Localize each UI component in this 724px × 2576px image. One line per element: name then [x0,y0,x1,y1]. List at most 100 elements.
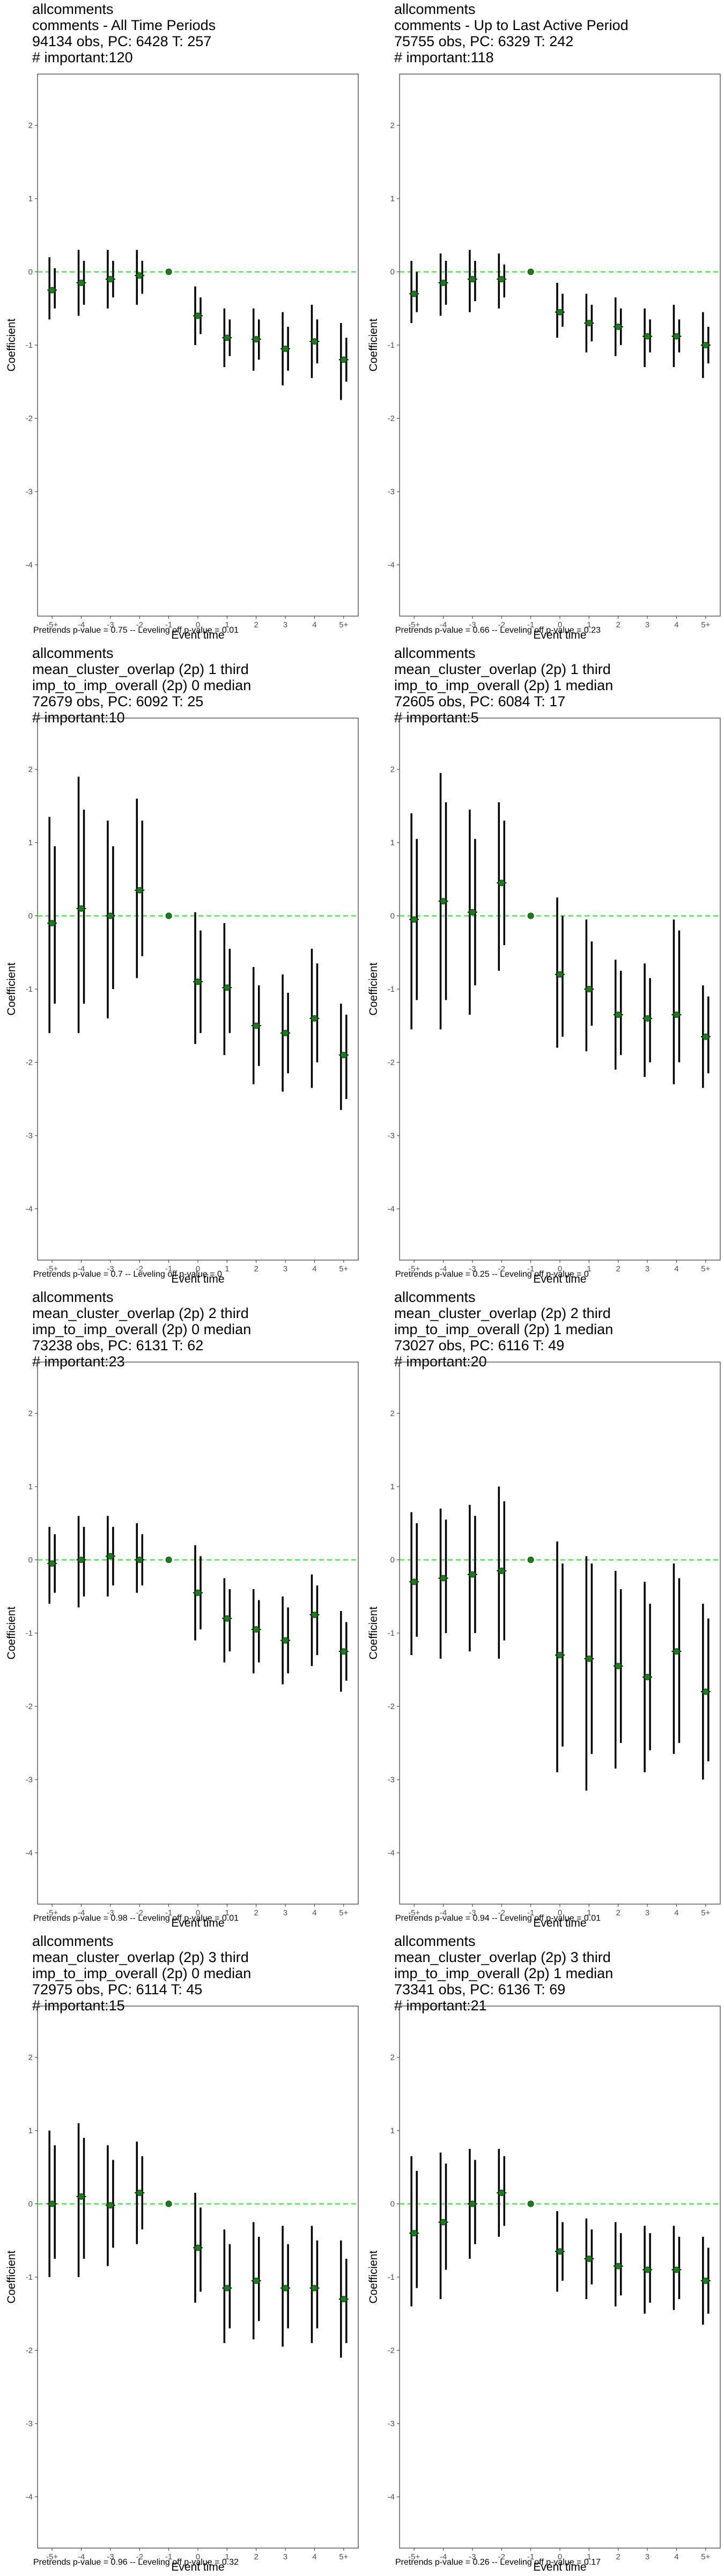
coefficient-point [557,1651,563,1658]
coefficient-point [311,1015,318,1022]
x-axis-label: Event time [533,629,586,641]
x-tick-label: 3 [283,620,287,630]
coefficient-point [311,2285,318,2292]
p-value-caption: Pretrends p-value = 0.75 -- Leveling off… [33,626,239,635]
coefficient-point [440,2219,447,2226]
x-tick-label: -3 [107,1264,114,1274]
coefficient-point [224,984,231,991]
x-tick-label: -3 [469,2552,476,2562]
y-tick-label: -1 [26,341,33,350]
y-tick-label: -3 [26,2419,33,2428]
p-value-caption: Pretrends p-value = 0.25 -- Leveling off… [395,1270,589,1279]
y-tick-label: 0 [28,2200,33,2209]
y-tick-label: 0 [390,912,395,921]
coefficient-point [411,2230,418,2237]
y-tick-label: 2 [390,765,395,774]
coefficient-point [282,1637,289,1644]
coefficient-point [586,320,593,327]
x-tick-label: -5+ [408,1908,420,1918]
chart-title-line: 73238 obs, PC: 6131 T: 62 [32,1337,204,1353]
chart-title-line: allcomments [394,1,476,17]
x-tick-label: -4 [78,1264,85,1274]
coefficient-point [673,2266,680,2273]
coefficient-point [527,2200,534,2207]
x-tick-label: 1 [225,620,229,630]
chart-title-line: # important:15 [32,1997,125,2014]
x-axis-label: Event time [533,1273,586,1285]
y-tick-label: -1 [26,985,33,994]
chart-panel-7: allcomments mean_cluster_overlap (2p) 3 t… [0,1932,362,2576]
x-tick-label: 5+ [701,1264,710,1274]
y-tick-label: -4 [26,560,33,569]
chart-title-line: 72975 obs, PC: 6114 T: 45 [32,1981,203,1997]
x-tick-label: 1 [225,1264,229,1274]
coefficient-point [527,268,534,275]
y-tick-label: 1 [390,2126,395,2135]
x-tick-label: -5+ [408,620,420,630]
x-tick-label: -3 [107,2552,114,2562]
chart-panel-5: allcomments mean_cluster_overlap (2p) 2 t… [0,1288,362,1932]
chart-title-line: # important:10 [32,709,125,726]
y-tick-label: -4 [388,1848,395,1857]
y-tick-label: -4 [388,2492,395,2501]
coefficient-point [78,1556,85,1563]
coefficient-point [136,1556,143,1563]
chart-panel-1: allcomments comments - All Time Periods 94… [0,0,362,644]
chart-title-line: allcomments [32,645,114,661]
x-tick-label: 2 [616,1264,620,1274]
x-tick-label: 1 [587,1264,591,1274]
coefficient-point [340,1051,347,1058]
coefficient-point [282,1029,289,1036]
coefficient-point [440,279,447,286]
chart-title-line: mean_cluster_overlap (2p) 1 third [32,661,249,677]
x-tick-label: -5+ [408,2552,420,2562]
p-value-caption: Pretrends p-value = 0.26 -- Leveling off… [395,2558,601,2567]
plot-svg: -4 -3 -2 -1 0 1 2 -5+ -4 -3 -2 -1 0 1 2 3 4 5+ Event time C… [367,74,721,641]
chart-title-line: 72605 obs, PC: 6084 T: 17 [394,693,566,709]
plot-svg: -4 -3 -2 -1 0 1 2 -5+ -4 -3 -2 -1 0 1 2 3 4 5+ Event time C… [5,74,359,641]
chart-title-line: mean_cluster_overlap (2p) 1 third [394,661,611,677]
x-tick-label: -5+ [46,1264,58,1274]
coefficient-point [702,342,709,348]
chart-title-line: # important:118 [394,49,494,65]
coefficient-point [253,336,260,343]
coefficient-point [136,272,143,279]
x-tick-label: 0 [196,620,200,630]
coefficient-point [340,1648,347,1655]
y-tick-label: 1 [28,2126,33,2135]
plot-area [37,718,359,1261]
chart-panel-8: allcomments mean_cluster_overlap (2p) 3 t… [362,1932,724,2576]
coefficient-point [615,323,622,330]
coefficient-point [557,309,563,316]
x-tick-label: 3 [645,2552,649,2562]
y-tick-label: -1 [26,2273,33,2282]
x-axis-label: Event time [533,1917,586,1929]
coefficient-point [557,971,563,978]
x-tick-label: -4 [78,1908,85,1918]
plot-area [399,74,721,617]
plot-area [37,1362,359,1905]
coefficient-point [224,1615,231,1622]
coefficient-point [469,2200,476,2207]
coefficient-point [311,1611,318,1618]
chart-panel-6: allcomments mean_cluster_overlap (2p) 2 t… [362,1288,724,1932]
coefficient-point [224,334,231,341]
p-value-caption: Pretrends p-value = 0.98 -- Leveling off… [33,1914,239,1923]
plot-area [399,2006,721,2549]
x-tick-label: 1 [587,2552,591,2562]
y-tick-label: -2 [388,2346,395,2355]
y-tick-label: 2 [28,121,33,130]
coefficient-point [615,1663,622,1670]
coefficient-point [165,912,172,919]
coefficient-point [498,276,505,283]
y-tick-label: 0 [390,1556,395,1565]
x-tick-label: 5+ [701,1908,710,1918]
coefficient-point [673,333,680,340]
x-tick-label: -2 [498,2552,505,2562]
y-tick-label: -1 [388,1629,395,1638]
chart-title-line: imp_to_imp_overall (2p) 1 median [394,1965,614,1981]
coefficient-point [165,268,172,275]
x-tick-label: 3 [283,2552,287,2562]
plot-svg: -4 -3 -2 -1 0 1 2 -5+ -4 -3 -2 -1 0 1 2 3 4 5+ Event time C… [367,2006,721,2573]
chart-title-line: allcomments [32,1,114,17]
